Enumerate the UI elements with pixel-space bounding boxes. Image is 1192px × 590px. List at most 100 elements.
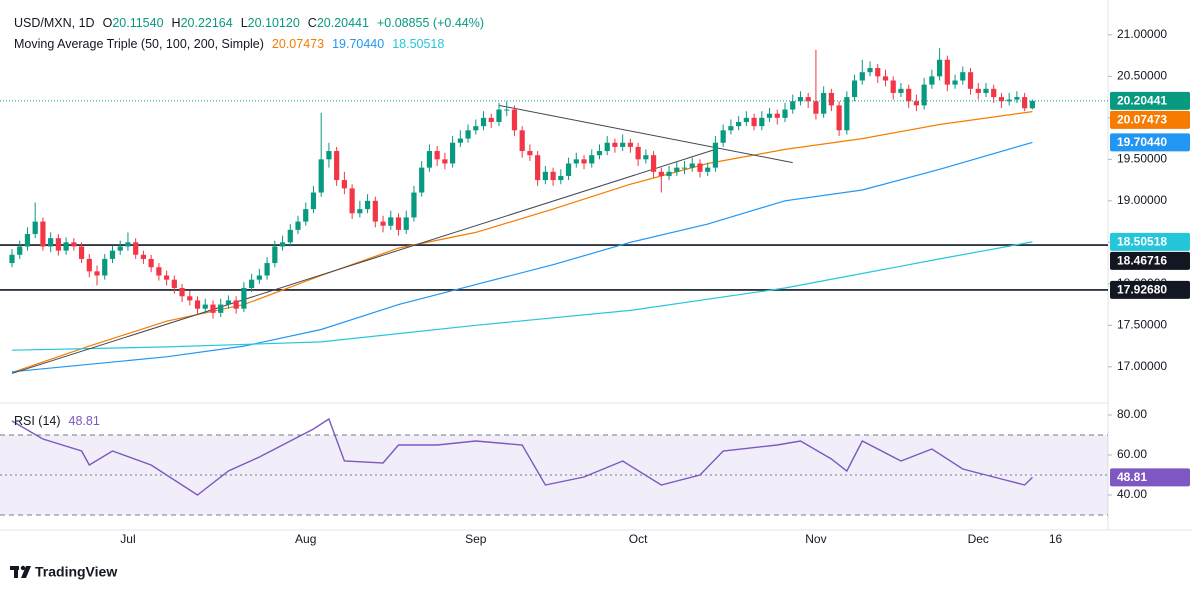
candle-body bbox=[24, 234, 31, 247]
candle-body bbox=[48, 238, 54, 247]
candle-body bbox=[666, 171, 672, 176]
header: USD/MXN, 1D O20.11540 H20.22164 L20.1012… bbox=[14, 16, 484, 30]
candle-body bbox=[480, 117, 487, 127]
candle-body bbox=[109, 250, 116, 259]
candle-body bbox=[689, 163, 695, 168]
ma-legend: Moving Average Triple (50, 100, 200, Sim… bbox=[14, 37, 444, 51]
candle-body bbox=[766, 113, 773, 118]
rsi-legend: RSI (14) 48.81 bbox=[14, 414, 100, 428]
candle-body bbox=[774, 113, 780, 118]
price-badge-label: 18.50518 bbox=[1117, 235, 1167, 249]
candle-body bbox=[728, 126, 734, 131]
candle-body bbox=[419, 167, 425, 193]
candle-body bbox=[612, 142, 618, 147]
open: O20.11540 bbox=[102, 16, 164, 30]
candle-body bbox=[94, 271, 100, 276]
candle-body bbox=[55, 238, 61, 251]
brand: TradingView bbox=[35, 564, 117, 580]
candle-body bbox=[859, 72, 865, 81]
candle-body bbox=[279, 242, 286, 247]
candle-body bbox=[63, 242, 69, 251]
candle-body bbox=[40, 221, 46, 247]
candle-body bbox=[496, 109, 502, 122]
candle-body bbox=[913, 101, 920, 106]
candle-body bbox=[171, 279, 177, 288]
candle-body bbox=[194, 300, 201, 309]
candle-body bbox=[890, 80, 896, 93]
x-tick-label: Aug bbox=[295, 532, 316, 546]
rsi-value: 48.81 bbox=[68, 414, 100, 428]
candle-body bbox=[535, 155, 541, 181]
candle-body bbox=[720, 130, 726, 143]
y-tick-label: 19.50000 bbox=[1117, 152, 1167, 166]
price-badge-label: 17.92680 bbox=[1117, 283, 1167, 297]
candle-body bbox=[403, 217, 409, 230]
moving-average bbox=[11, 111, 1033, 374]
candle-body bbox=[388, 217, 394, 226]
candle-body bbox=[310, 192, 317, 210]
price-badge bbox=[1110, 133, 1190, 152]
candle-body bbox=[1029, 100, 1035, 109]
candle-body bbox=[241, 287, 247, 309]
price-badge bbox=[1110, 280, 1190, 299]
candle-body bbox=[991, 88, 997, 98]
candle-body bbox=[867, 68, 873, 73]
low: L20.10120 bbox=[240, 16, 300, 30]
candle-body bbox=[202, 304, 208, 309]
price-badge-label: 20.07473 bbox=[1117, 113, 1167, 127]
candle-body bbox=[573, 159, 579, 164]
candle-body bbox=[349, 188, 355, 214]
ma-value: 19.70440 bbox=[332, 37, 385, 51]
candle-body bbox=[882, 76, 889, 81]
candle-body bbox=[944, 59, 950, 85]
ma-value: 18.50518 bbox=[392, 37, 445, 51]
candle-body bbox=[542, 171, 548, 181]
candle-body bbox=[380, 221, 386, 226]
candle-body bbox=[164, 275, 170, 280]
candle-body bbox=[581, 159, 587, 164]
candle-body bbox=[813, 101, 819, 114]
candle-body bbox=[751, 117, 757, 127]
candle-body bbox=[156, 267, 162, 276]
candle-body bbox=[658, 171, 664, 176]
price-badge bbox=[1110, 251, 1190, 270]
candle-body bbox=[504, 109, 510, 111]
y-tick-label: 20.50000 bbox=[1117, 69, 1167, 83]
candle-body bbox=[86, 258, 92, 272]
candle-body bbox=[225, 300, 232, 305]
candle-body bbox=[967, 72, 974, 89]
candle-body bbox=[488, 117, 494, 122]
x-tick-label: Oct bbox=[629, 532, 648, 546]
rsi-badge-label: 48.81 bbox=[1117, 470, 1147, 484]
candle-body bbox=[674, 167, 680, 172]
candle-body bbox=[782, 109, 788, 118]
candle-body bbox=[705, 167, 711, 172]
y-tick-label: 17.50000 bbox=[1117, 317, 1167, 331]
candle-body bbox=[875, 68, 881, 77]
candle-body bbox=[937, 59, 943, 77]
candle-body bbox=[697, 163, 703, 172]
candle-body bbox=[558, 175, 564, 181]
candle-body bbox=[249, 279, 255, 288]
moving-average bbox=[11, 141, 1033, 373]
candle-body bbox=[9, 254, 15, 264]
candle-body bbox=[364, 200, 371, 210]
candle-body bbox=[627, 142, 633, 147]
rsi-title: RSI (14) bbox=[14, 414, 61, 428]
x-tick-label: 16 bbox=[1049, 532, 1063, 546]
candle-body bbox=[457, 138, 463, 143]
y-tick-label: 17.00000 bbox=[1117, 359, 1167, 373]
candle-body bbox=[341, 180, 347, 189]
candle-body bbox=[334, 151, 340, 181]
candle-body bbox=[519, 130, 525, 152]
candle-body bbox=[411, 192, 417, 218]
candle-body bbox=[828, 92, 834, 106]
candle-body bbox=[102, 258, 108, 276]
rsi-tick-label: 80.00 bbox=[1117, 407, 1147, 421]
candle-body bbox=[264, 263, 270, 276]
candle-body bbox=[218, 304, 224, 313]
x-tick-label: Nov bbox=[805, 532, 826, 546]
candle-body bbox=[620, 142, 626, 147]
candle-body bbox=[295, 221, 301, 230]
